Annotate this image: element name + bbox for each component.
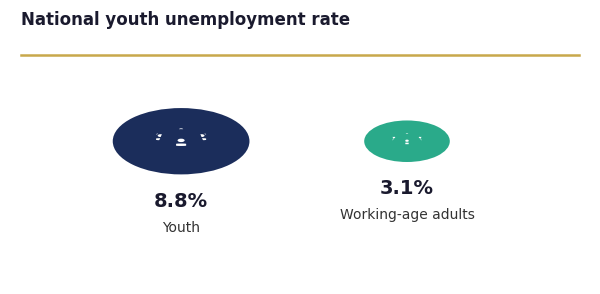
Ellipse shape <box>154 138 167 140</box>
Circle shape <box>418 137 422 138</box>
Ellipse shape <box>195 138 208 140</box>
Circle shape <box>199 134 205 137</box>
Ellipse shape <box>173 143 189 146</box>
Text: Youth: Youth <box>162 220 200 235</box>
Circle shape <box>389 134 392 136</box>
Ellipse shape <box>404 135 410 136</box>
Ellipse shape <box>150 133 160 134</box>
Circle shape <box>113 108 250 174</box>
Circle shape <box>405 140 409 142</box>
Circle shape <box>158 134 164 137</box>
Circle shape <box>406 133 409 135</box>
Text: Working-age adults: Working-age adults <box>340 208 475 222</box>
Text: National youth unemployment rate: National youth unemployment rate <box>20 11 350 29</box>
Ellipse shape <box>420 136 427 137</box>
Ellipse shape <box>416 139 424 141</box>
Circle shape <box>153 130 157 132</box>
Ellipse shape <box>388 136 394 137</box>
Circle shape <box>392 137 396 138</box>
Circle shape <box>205 130 209 132</box>
Circle shape <box>364 121 450 162</box>
Ellipse shape <box>390 139 398 141</box>
Circle shape <box>422 134 425 136</box>
Circle shape <box>178 139 185 142</box>
Ellipse shape <box>176 131 187 133</box>
Ellipse shape <box>402 143 412 144</box>
Ellipse shape <box>202 133 212 134</box>
Text: 3.1%: 3.1% <box>380 179 434 198</box>
Circle shape <box>179 128 184 131</box>
Text: 8.8%: 8.8% <box>154 192 208 211</box>
